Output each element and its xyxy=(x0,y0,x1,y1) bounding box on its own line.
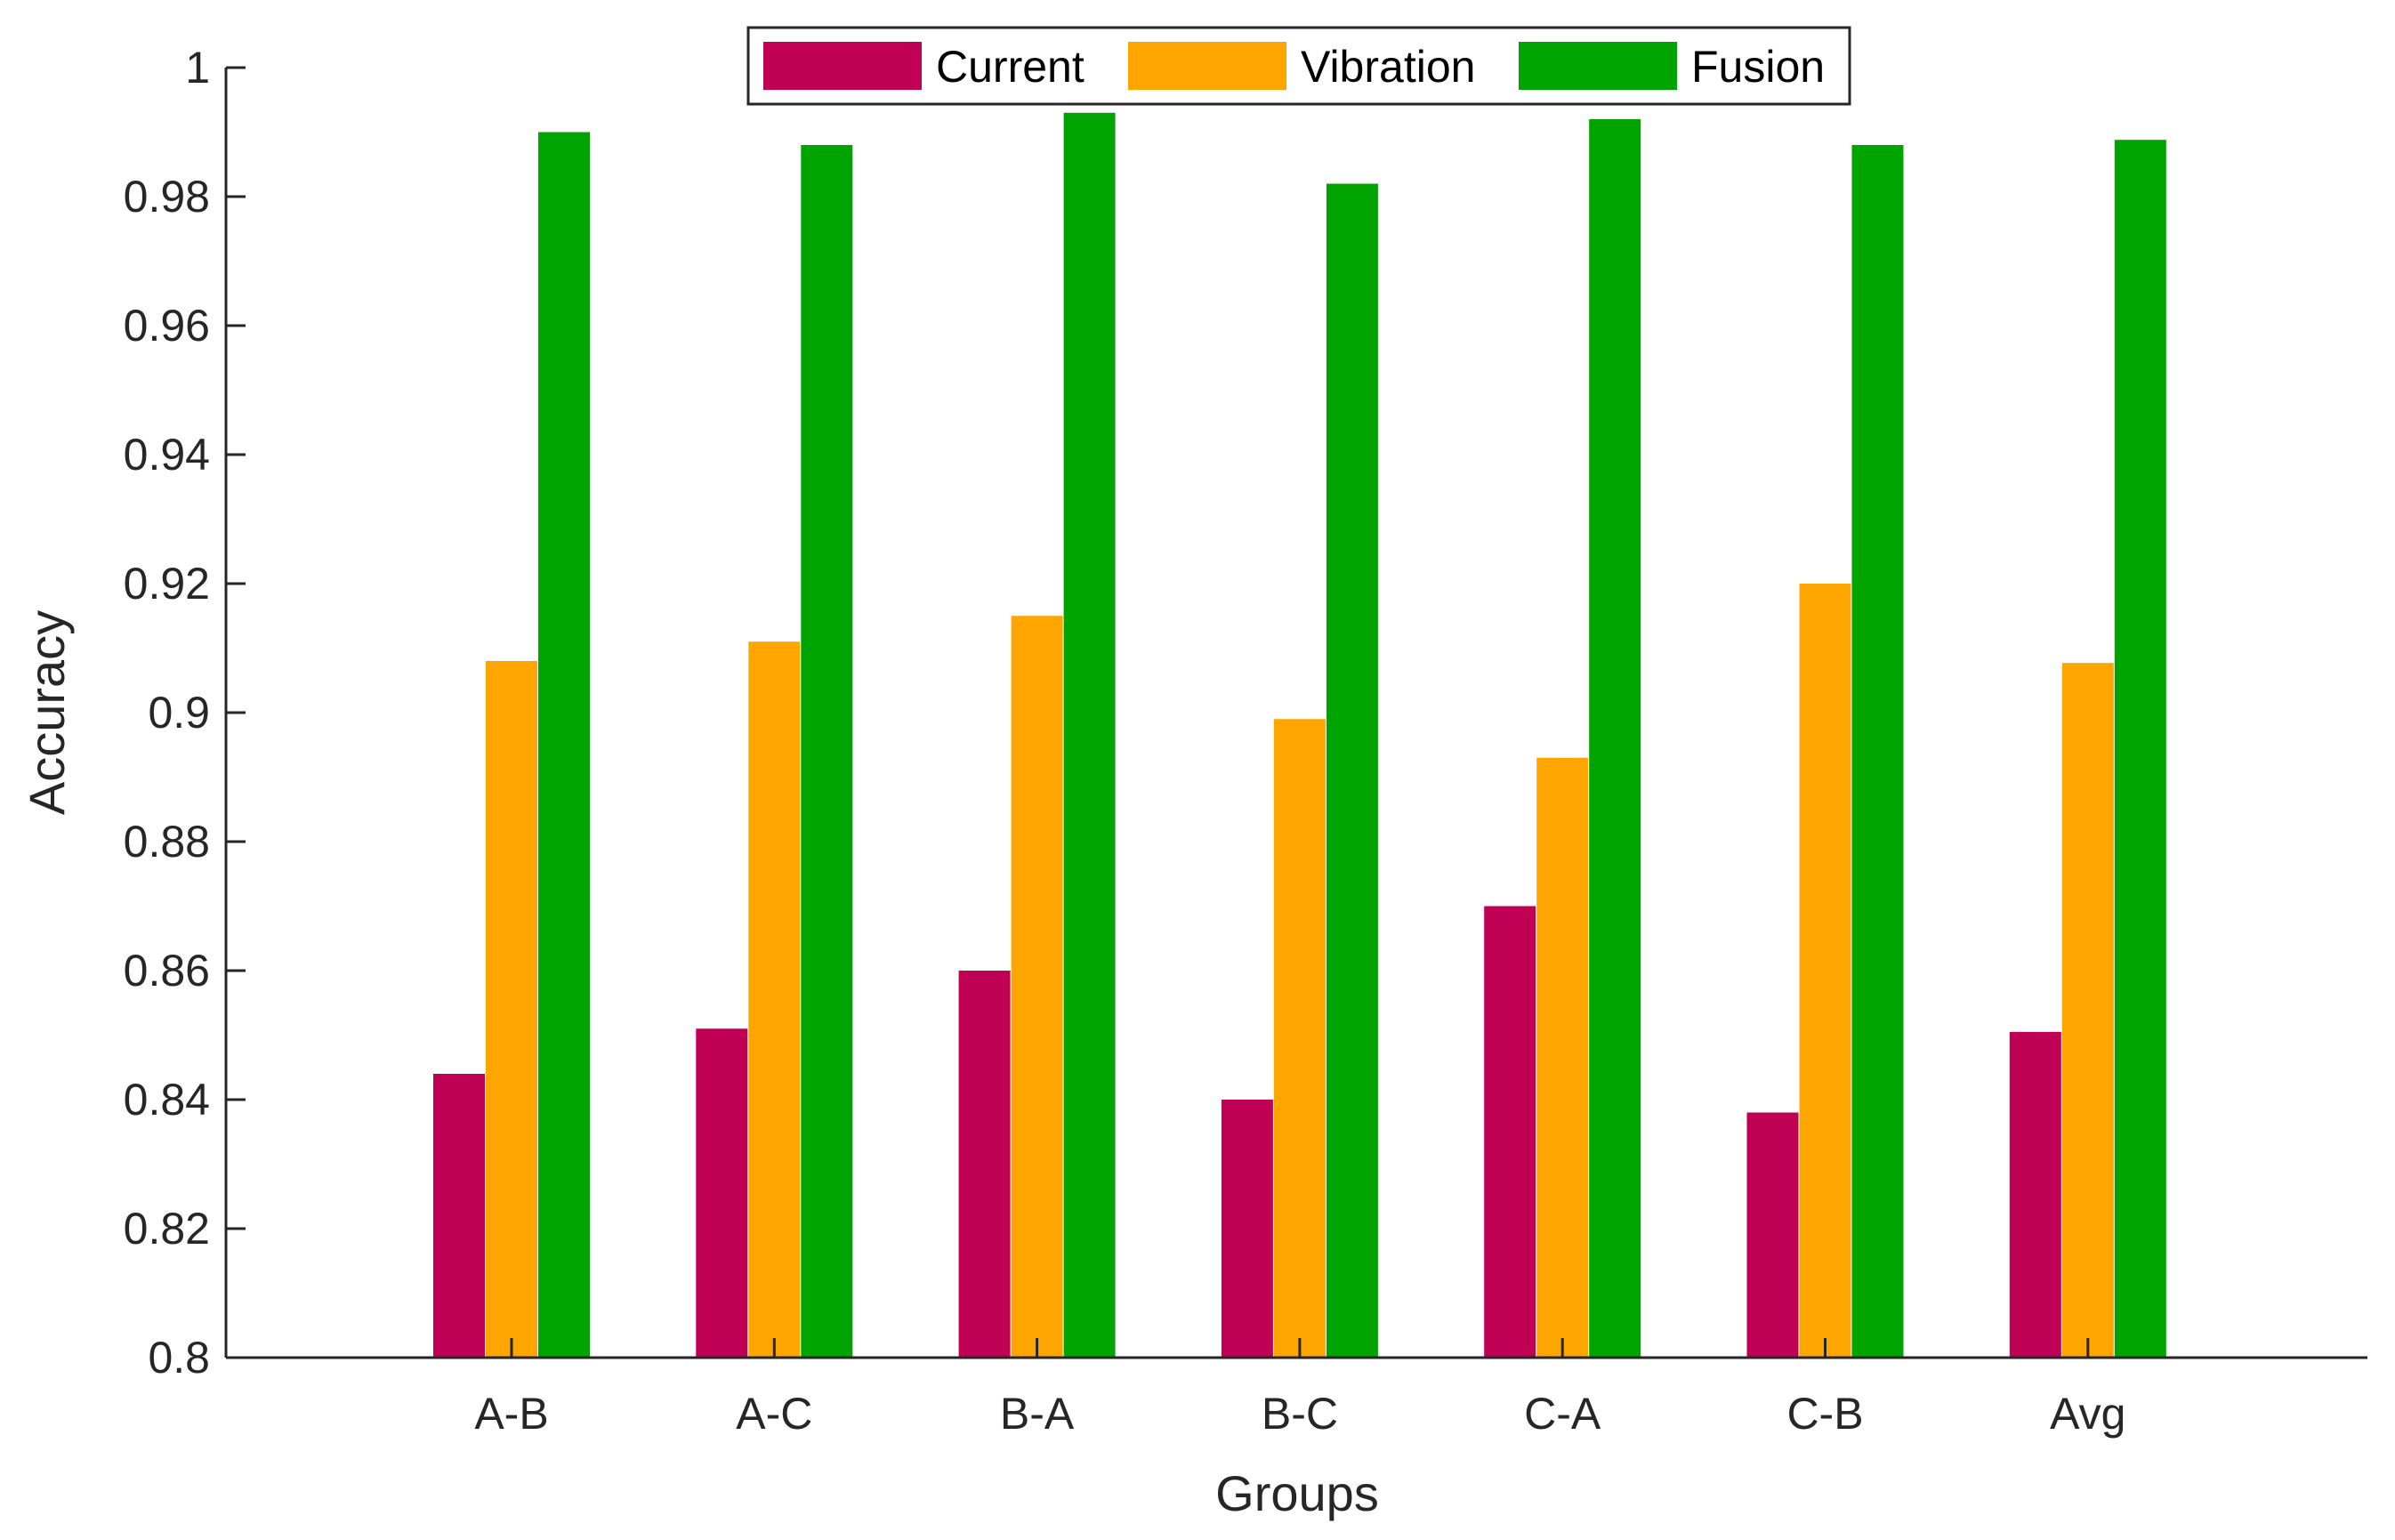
legend-swatch-vibration xyxy=(1128,42,1286,90)
bar-current-a-b xyxy=(433,1074,485,1358)
legend-swatch-fusion xyxy=(1519,42,1677,90)
y-tick-label: 0.98 xyxy=(124,172,210,222)
legend-swatch-current xyxy=(763,42,922,90)
y-axis-label: Accuracy xyxy=(19,610,75,815)
bar-fusion-c-b xyxy=(1851,145,1904,1358)
x-tick-label: A-B xyxy=(474,1389,548,1439)
legend-label-vibration: Vibration xyxy=(1301,42,1475,92)
bar-current-c-a xyxy=(1484,906,1536,1358)
y-tick-label: 0.8 xyxy=(148,1333,210,1383)
axes-layer: 0.8 0.82 0.84 0.86 0.88 0.9 0.92 0.94 0.96 0.98 1 A… xyxy=(124,43,2367,1439)
bar-vibration-b-c xyxy=(1273,719,1326,1358)
x-axis-label: Groups xyxy=(1215,1465,1379,1521)
bar-fusion-a-b xyxy=(538,132,590,1358)
x-tick-label: B-C xyxy=(1262,1389,1338,1439)
x-tick-label: Avg xyxy=(2050,1389,2125,1439)
bar-current-b-c xyxy=(1221,1100,1273,1358)
y-tick-label: 0.88 xyxy=(124,817,210,867)
bar-vibration-avg xyxy=(2061,663,2114,1358)
bar-vibration-a-c xyxy=(748,641,801,1358)
legend: Current Vibration Fusion xyxy=(746,26,1851,106)
legend-label-fusion: Fusion xyxy=(1691,42,1825,92)
bar-fusion-b-c xyxy=(1326,183,1378,1358)
y-tick-label: 0.94 xyxy=(124,430,210,480)
y-tick-label: 0.84 xyxy=(124,1075,210,1125)
bar-current-c-b xyxy=(1746,1112,1799,1358)
legend-label-current: Current xyxy=(936,42,1085,92)
y-tick-label: 0.92 xyxy=(124,559,210,609)
bar-vibration-c-a xyxy=(1536,757,1589,1358)
bar-current-avg xyxy=(2009,1031,2061,1358)
bars-layer xyxy=(433,112,2166,1359)
y-tick-label: 0.96 xyxy=(124,301,210,351)
y-tick-label: 0.82 xyxy=(124,1204,210,1254)
bar-current-b-a xyxy=(958,971,1011,1358)
bar-vibration-c-b xyxy=(1799,584,1851,1358)
bar-current-a-c xyxy=(696,1028,748,1358)
x-tick-label: C-A xyxy=(1524,1389,1601,1439)
x-tick-label: C-B xyxy=(1786,1389,1863,1439)
y-tick-label: 0.86 xyxy=(124,946,210,996)
y-tick-label: 1 xyxy=(185,43,210,93)
x-tick-label: A-C xyxy=(736,1389,812,1439)
bar-fusion-b-a xyxy=(1063,112,1116,1358)
bar-fusion-c-a xyxy=(1589,119,1641,1358)
y-tick-label: 0.9 xyxy=(148,688,210,738)
bar-fusion-a-c xyxy=(801,145,853,1358)
bar-fusion-avg xyxy=(2114,140,2166,1359)
bar-vibration-a-b xyxy=(486,661,537,1358)
x-tick-label: B-A xyxy=(1000,1389,1075,1439)
bar-vibration-b-a xyxy=(1011,616,1063,1358)
